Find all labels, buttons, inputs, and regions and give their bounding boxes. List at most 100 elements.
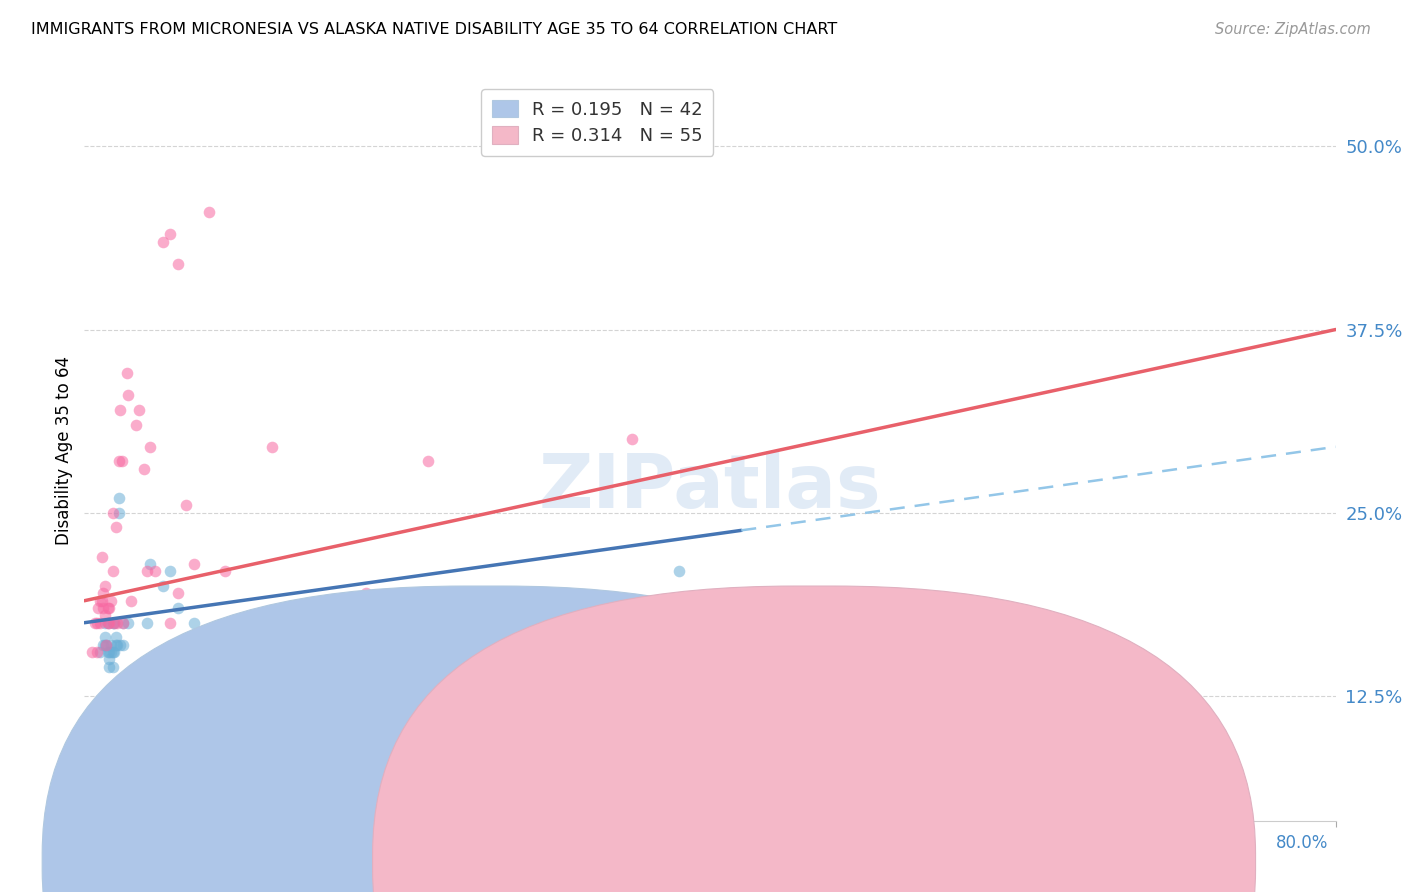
Point [98, 659, 121, 673]
Point [103, 615, 125, 630]
Point [198, 205, 221, 219]
Point [91, 586, 114, 600]
Point [174, 667, 197, 681]
Point [96, 638, 118, 652]
Point [120, 747, 142, 762]
Point [97, 645, 120, 659]
Point [89, 645, 111, 659]
Text: Alaska Natives: Alaska Natives [839, 853, 962, 871]
Point [97, 601, 120, 615]
Point [86, 615, 108, 630]
Point [167, 586, 190, 600]
Point [354, 586, 377, 600]
Point [183, 615, 205, 630]
Point [87, 601, 110, 615]
Point [152, 235, 174, 249]
Point [117, 388, 139, 402]
Point [101, 506, 124, 520]
Point [136, 565, 159, 579]
Point [82, 645, 104, 659]
Point [139, 440, 162, 454]
Text: ZIPatlas: ZIPatlas [538, 451, 882, 524]
Point [136, 615, 159, 630]
Point [93, 615, 115, 630]
Point [101, 659, 124, 673]
Point [104, 638, 127, 652]
Point [110, 403, 132, 417]
Point [174, 499, 197, 513]
Text: 80.0%: 80.0% [1277, 834, 1329, 852]
Point [112, 638, 135, 652]
Point [101, 565, 124, 579]
Text: Source: ZipAtlas.com: Source: ZipAtlas.com [1215, 22, 1371, 37]
Point [183, 557, 205, 571]
Point [86, 740, 108, 755]
Text: 0.0%: 0.0% [89, 834, 131, 852]
Point [103, 615, 125, 630]
Point [98, 652, 121, 666]
Point [84, 615, 107, 630]
Point [105, 615, 128, 630]
Point [107, 506, 129, 520]
Point [152, 579, 174, 593]
Y-axis label: Disability Age 35 to 64: Disability Age 35 to 64 [55, 356, 73, 545]
Point [89, 615, 111, 630]
Point [100, 645, 122, 659]
Point [98, 645, 121, 659]
Point [167, 601, 190, 615]
Point [90, 549, 112, 564]
Point [91, 638, 114, 652]
Point [159, 565, 181, 579]
Point [730, 615, 752, 630]
Point [308, 733, 330, 747]
Point [97, 615, 120, 630]
Point [132, 462, 155, 476]
Point [117, 615, 139, 630]
Text: Immigrants from Micronesia: Immigrants from Micronesia [509, 853, 742, 871]
Point [620, 433, 643, 447]
Point [107, 491, 129, 505]
Point [90, 593, 112, 607]
Point [86, 747, 108, 762]
Point [89, 593, 111, 607]
Point [111, 733, 134, 747]
Point [159, 615, 181, 630]
Point [214, 565, 236, 579]
Legend: R = 0.195   N = 42, R = 0.314   N = 55: R = 0.195 N = 42, R = 0.314 N = 55 [481, 89, 713, 156]
Point [101, 615, 124, 630]
Point [115, 367, 138, 381]
Point [112, 615, 135, 630]
Point [117, 681, 139, 696]
Point [93, 579, 115, 593]
Point [125, 417, 148, 432]
Point [262, 440, 284, 454]
Point [98, 615, 121, 630]
Point [111, 454, 134, 468]
Point [229, 689, 252, 703]
Point [103, 645, 125, 659]
Point [91, 601, 114, 615]
Point [124, 740, 146, 755]
Point [125, 667, 148, 681]
Point [120, 593, 142, 607]
Point [93, 638, 115, 652]
Point [96, 638, 118, 652]
Point [855, 777, 877, 791]
Point [93, 631, 115, 645]
Point [97, 615, 120, 630]
Point [277, 615, 299, 630]
Point [418, 454, 440, 468]
Point [105, 638, 128, 652]
Point [86, 645, 108, 659]
Point [143, 565, 166, 579]
Point [104, 520, 127, 534]
Text: IMMIGRANTS FROM MICRONESIA VS ALASKA NATIVE DISABILITY AGE 35 TO 64 CORRELATION : IMMIGRANTS FROM MICRONESIA VS ALASKA NAT… [31, 22, 837, 37]
Point [93, 608, 115, 623]
Point [159, 227, 181, 242]
Point [668, 565, 690, 579]
Point [139, 557, 162, 571]
Point [112, 615, 135, 630]
Point [110, 638, 132, 652]
Point [101, 645, 124, 659]
Point [100, 638, 122, 652]
